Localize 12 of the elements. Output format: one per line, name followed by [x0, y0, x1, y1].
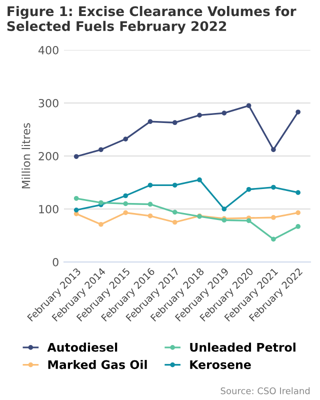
y-tick-label: 300	[38, 98, 58, 108]
y-tick-label: 0	[52, 258, 58, 266]
y-axis-title: Million litres	[22, 123, 30, 188]
y-tick-label: 100	[39, 204, 58, 214]
source-note: Source: CSO Ireland	[220, 387, 310, 394]
chart-title: Figure 1: Excise Clearance Volumes for Selected Fuels February 2022	[7, 6, 296, 34]
legend-label: Unleaded Petrol	[190, 342, 296, 352]
legend-label: Autodiesel	[47, 342, 118, 352]
legend-label: Marked Gas Oil	[48, 360, 147, 370]
y-tick-label: 400	[38, 46, 58, 54]
y-tick-label: 200	[38, 152, 58, 160]
legend-label: Kerosene	[190, 360, 251, 370]
